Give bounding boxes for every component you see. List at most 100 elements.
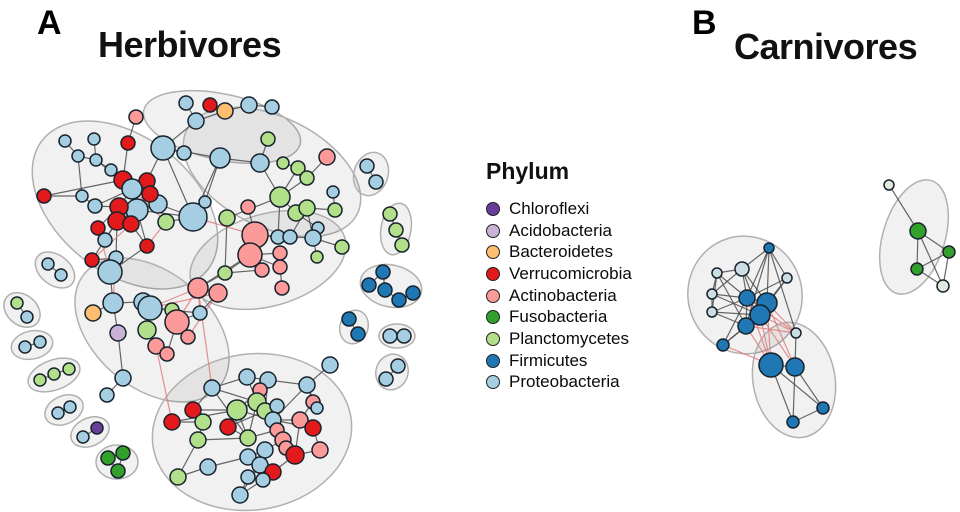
network-node [738, 289, 756, 307]
network-node [199, 458, 217, 476]
network-edge [716, 272, 747, 327]
network-node [240, 469, 256, 485]
network-node [237, 242, 263, 268]
network-node [84, 252, 100, 268]
network-node [763, 242, 775, 254]
network-node [377, 282, 393, 298]
network-node [310, 401, 324, 415]
network-edge [917, 230, 944, 287]
network-node [382, 206, 398, 222]
cluster-hull [3, 292, 41, 328]
network-node [226, 399, 248, 421]
network-node [298, 376, 316, 394]
network-node [63, 400, 77, 414]
network-node [290, 160, 306, 176]
network-edge [768, 247, 788, 279]
network-node [749, 304, 771, 326]
network-node [706, 288, 718, 300]
network-node [180, 329, 196, 345]
legend-swatch-icon [486, 375, 500, 390]
network-node [334, 239, 350, 255]
network-node [187, 277, 209, 299]
network-node [734, 261, 750, 277]
network-node [33, 335, 47, 349]
network-node [361, 277, 377, 293]
network-node [359, 158, 375, 174]
network-node [254, 262, 270, 278]
network-node [706, 306, 718, 318]
network-node [216, 102, 234, 120]
network-edge-highlighted [766, 302, 796, 368]
network-node [250, 153, 270, 173]
network-node [350, 326, 366, 342]
legend-item: Verrucomicrobia [486, 263, 676, 285]
network-node [33, 373, 47, 387]
network-node [71, 149, 85, 163]
legend-item: Fusobacteria [486, 306, 676, 328]
network-edge [768, 247, 797, 334]
network-node [187, 112, 205, 130]
network-node [388, 222, 404, 238]
legend-swatch-icon [486, 288, 500, 303]
network-node [219, 418, 237, 436]
network-node [321, 356, 339, 374]
network-node [816, 401, 830, 415]
network-node [209, 147, 231, 169]
legend-item: Chloroflexi [486, 198, 676, 220]
network-node [240, 199, 256, 215]
network-node [231, 486, 249, 504]
network-node [104, 163, 118, 177]
network-node [121, 178, 143, 200]
network-node [90, 220, 106, 236]
network-node [716, 338, 730, 352]
network-node [396, 328, 412, 344]
network-node [20, 310, 34, 324]
network-node [758, 352, 784, 378]
legend-item: Acidobacteria [486, 220, 676, 242]
network-node [150, 135, 176, 161]
network-node [157, 213, 175, 231]
network-node [318, 148, 336, 166]
network-node [291, 411, 309, 429]
network-node [198, 195, 212, 209]
network-node [169, 468, 187, 486]
network-node [382, 328, 398, 344]
network-node [375, 264, 391, 280]
network-node [109, 324, 127, 342]
network-node [102, 292, 124, 314]
network-node [405, 285, 421, 301]
network-node [189, 431, 207, 449]
network-node [89, 153, 103, 167]
network-node [391, 292, 407, 308]
legend-item: Actinobacteria [486, 285, 676, 307]
network-node [184, 401, 202, 419]
panel-a-label: A [37, 4, 62, 42]
network-node [164, 309, 190, 335]
legend-item-label: Chloroflexi [509, 198, 590, 218]
network-node [18, 340, 32, 354]
network-node [178, 95, 194, 111]
network-node [264, 99, 280, 115]
network-node [99, 387, 115, 403]
network-node [390, 358, 406, 374]
network-node [51, 406, 65, 420]
network-node [75, 189, 89, 203]
network-node [269, 398, 285, 414]
network-node [910, 262, 924, 276]
network-node [304, 229, 322, 247]
network-node [255, 472, 271, 488]
network-edge [888, 184, 919, 232]
legend-title: Phylum [486, 158, 570, 184]
legend-item-label: Bacteroidetes [509, 242, 613, 262]
network-node [240, 96, 258, 114]
network-node [147, 337, 165, 355]
network-node [274, 280, 290, 296]
panel-b-label: B [692, 4, 717, 42]
network-node [299, 170, 315, 186]
network-node [304, 419, 322, 437]
network-node [239, 429, 257, 447]
network-node [202, 97, 218, 113]
legend-item-label: Planctomycetes [509, 328, 629, 348]
network-node [276, 156, 290, 170]
network-node [368, 174, 384, 190]
